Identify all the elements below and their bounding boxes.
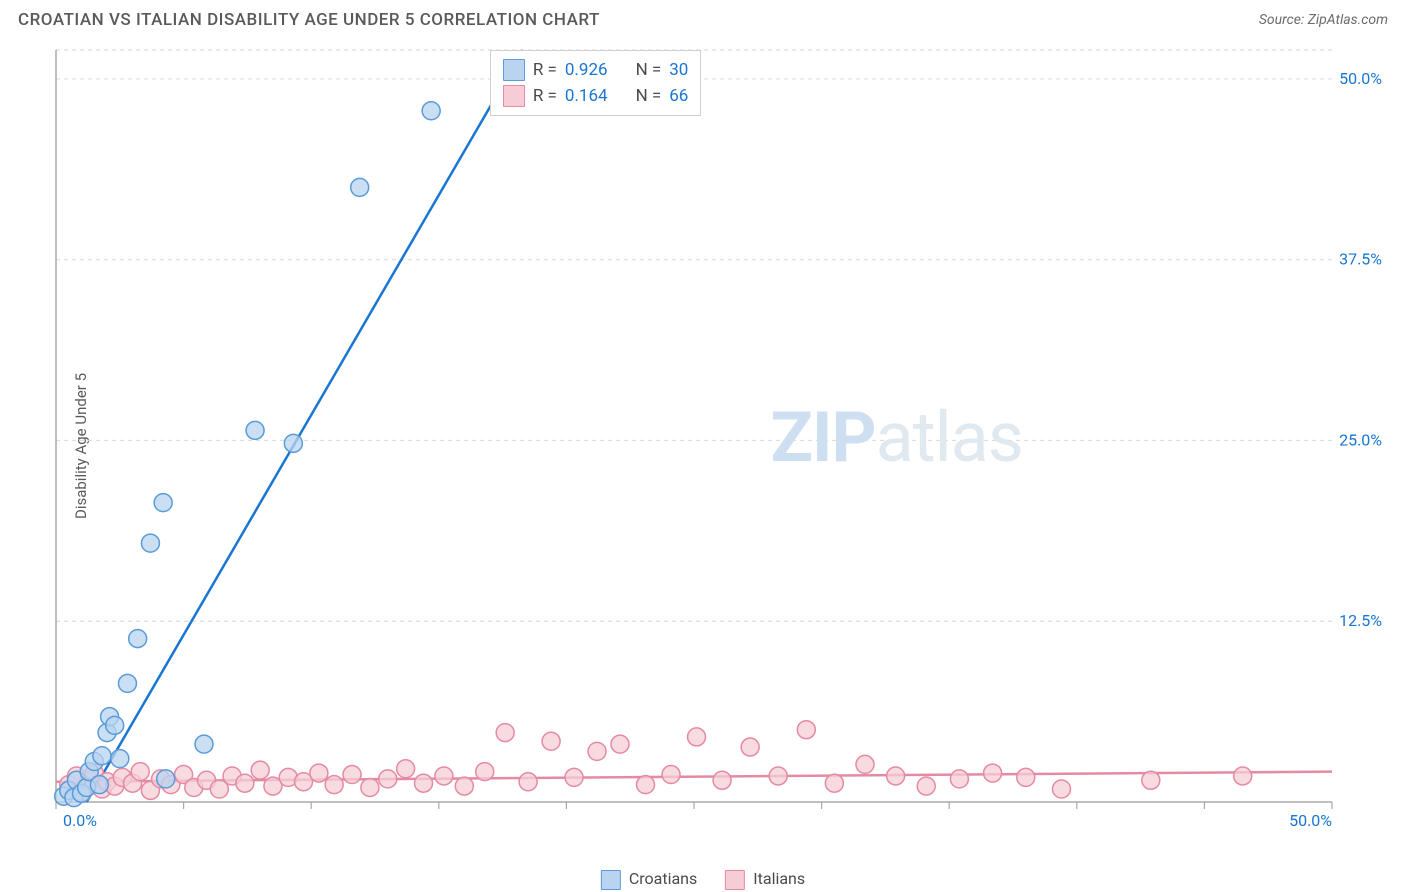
legend-item-italians: Italians <box>725 869 805 890</box>
svg-text:25.0%: 25.0% <box>1339 430 1382 449</box>
header-row: CROATIAN VS ITALIAN DISABILITY AGE UNDER… <box>0 0 1406 36</box>
legend-stats-box: R = 0.926N = 30R = 0.164N = 66 <box>490 50 702 116</box>
legend-label-croatians: Croatians <box>629 869 697 888</box>
legend-label-italians: Italians <box>753 869 805 888</box>
svg-text:12.5%: 12.5% <box>1339 611 1382 630</box>
swatch-italians <box>725 870 745 890</box>
swatch-croatians <box>601 870 621 890</box>
legend-stats-row: R = 0.926N = 30 <box>503 57 689 83</box>
svg-text:50.0%: 50.0% <box>1339 69 1382 88</box>
chart-title: CROATIAN VS ITALIAN DISABILITY AGE UNDER… <box>18 10 600 30</box>
svg-text:50.0%: 50.0% <box>1289 811 1332 830</box>
svg-text:0.0%: 0.0% <box>63 811 97 830</box>
svg-text:37.5%: 37.5% <box>1339 250 1382 269</box>
legend-stats-row: R = 0.164N = 66 <box>503 83 689 109</box>
scatter-chart: 12.5% 25.0% 37.5% 50.0% 0.0% 50.0% <box>50 48 1390 836</box>
legend-item-croatians: Croatians <box>601 869 697 890</box>
source-label: Source: ZipAtlas.com <box>1259 12 1388 28</box>
legend-bottom: Croatians Italians <box>601 869 805 890</box>
plot-area: 12.5%25.0%37.5%50.0%0.0%50.0% ZIPatlas R… <box>50 48 1390 836</box>
